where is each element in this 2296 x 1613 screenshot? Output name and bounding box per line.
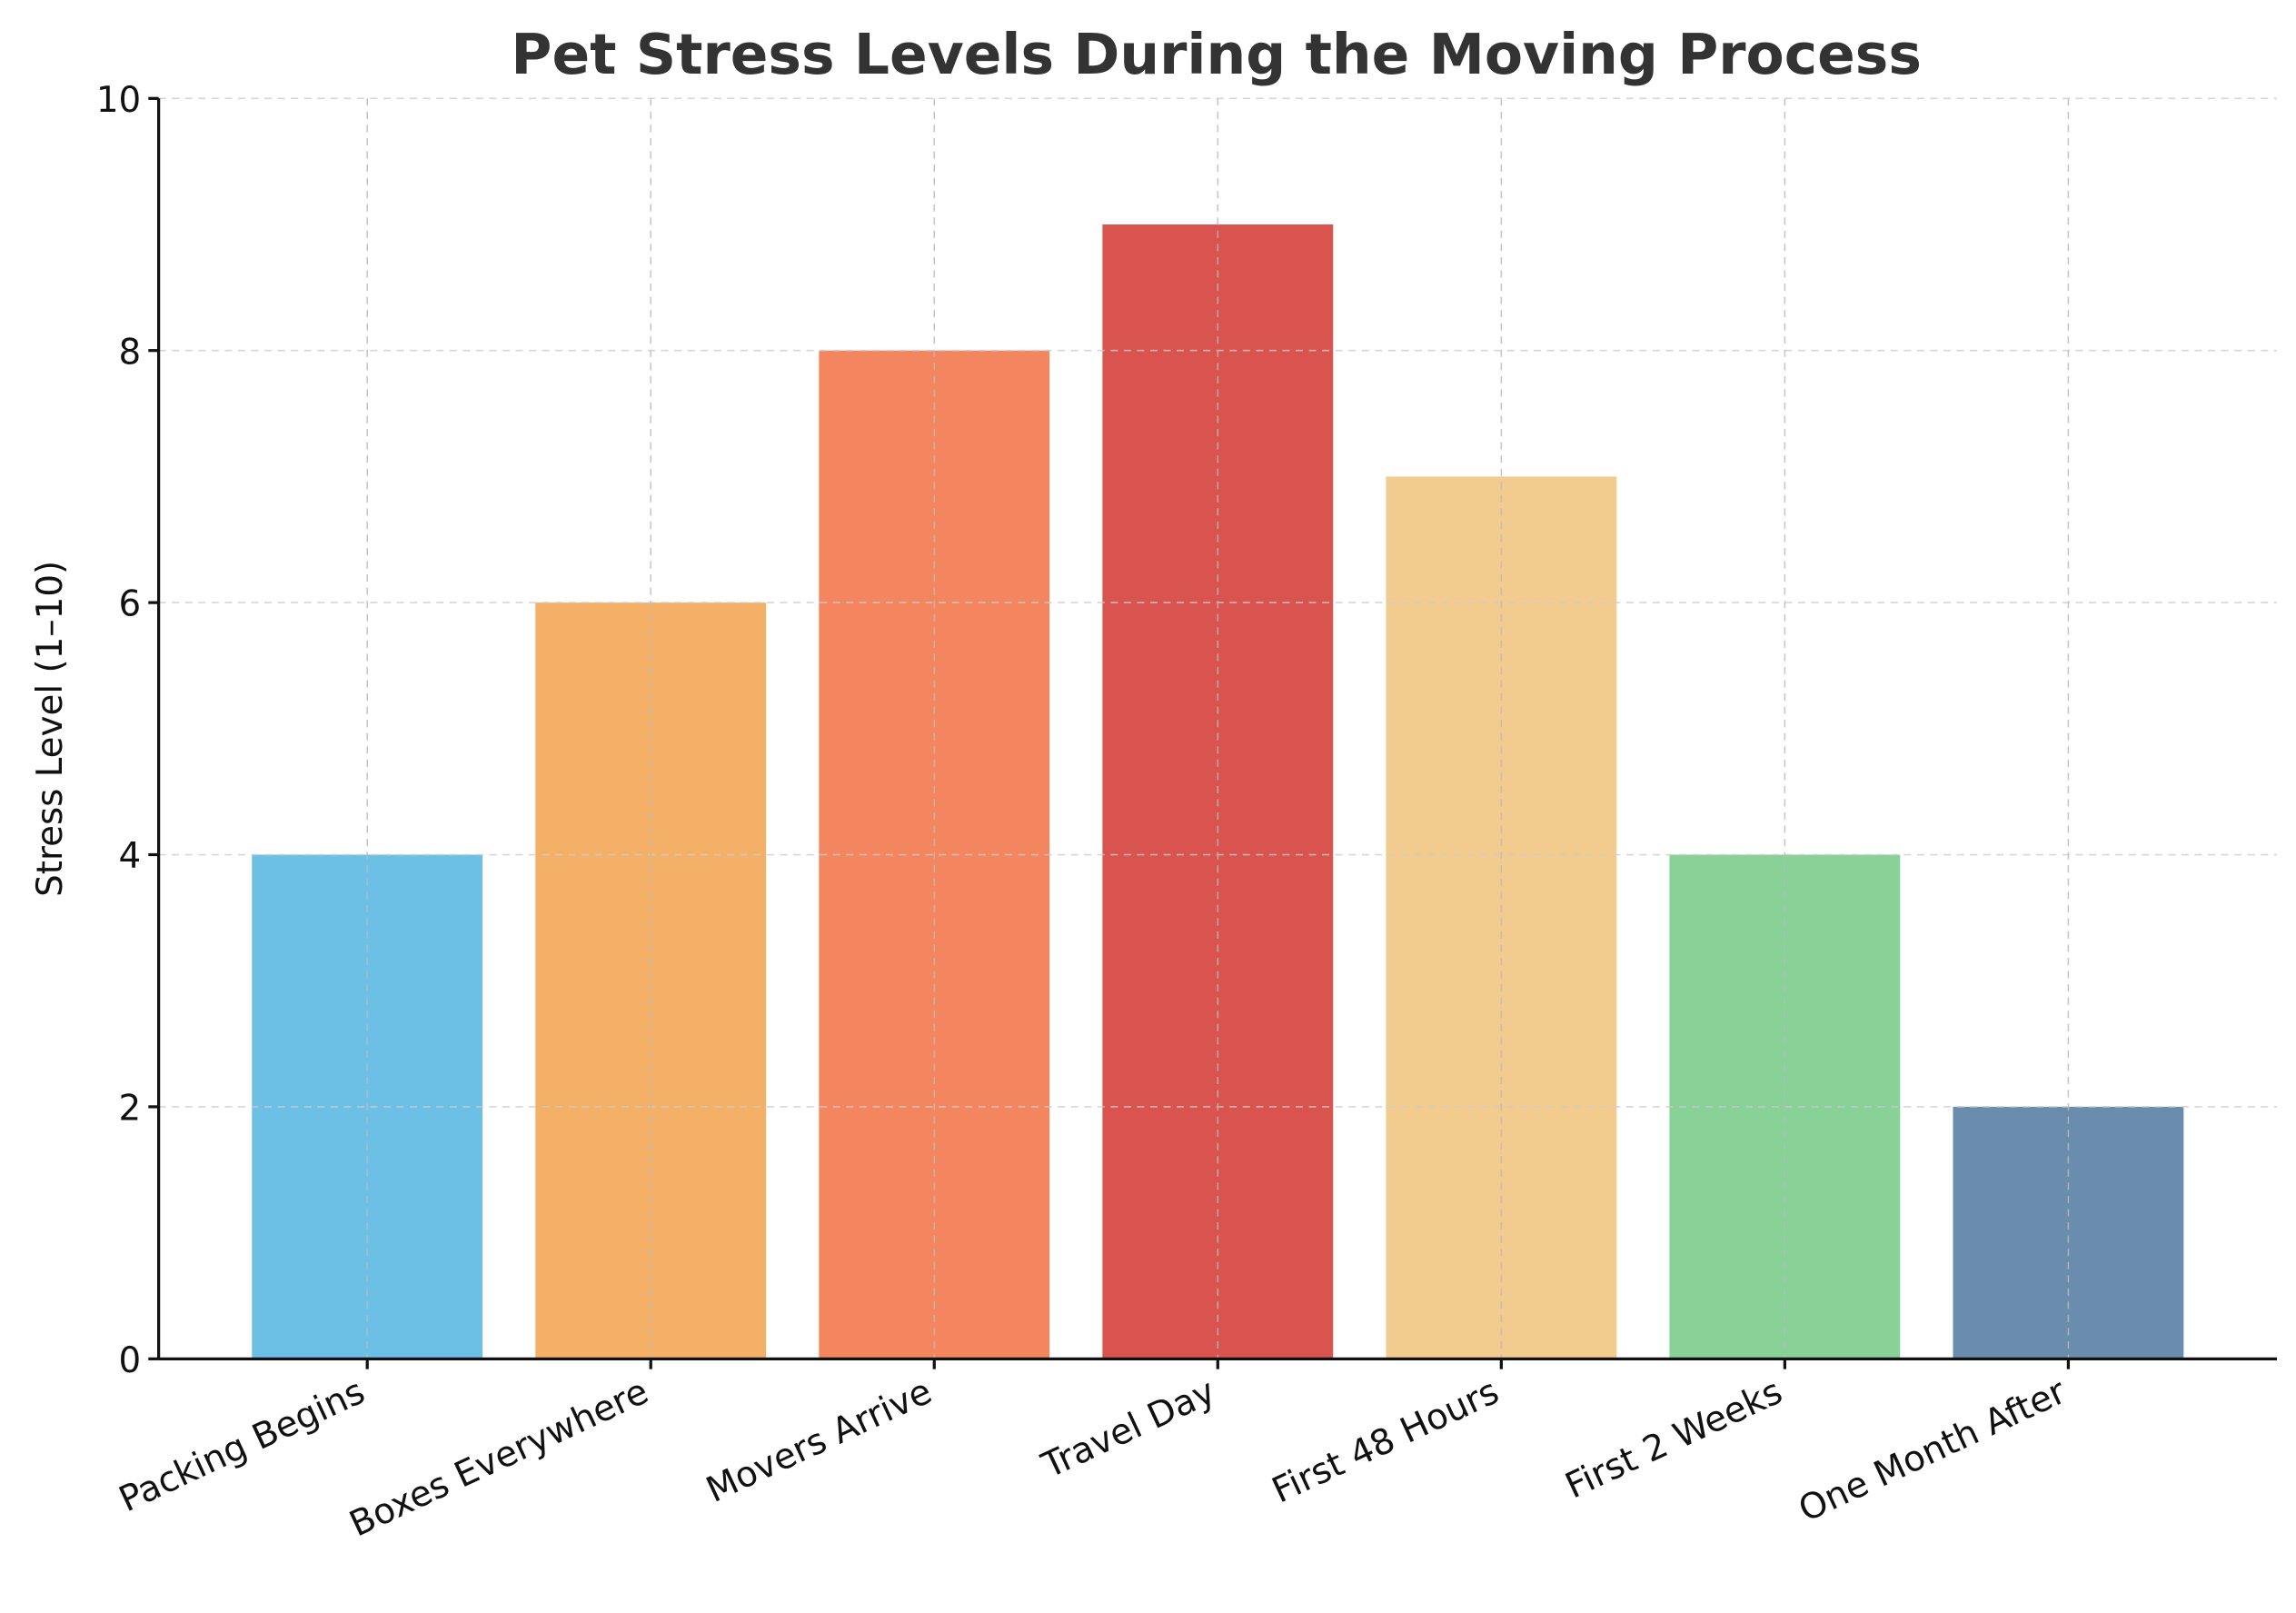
grid bbox=[158, 97, 2277, 1360]
x-tick-label: First 48 Hours bbox=[1266, 1371, 1505, 1512]
x-tick-label: Boxes Everywhere bbox=[343, 1371, 654, 1546]
x-tick-label: One Month After bbox=[1793, 1371, 2072, 1530]
y-tick-label: 10 bbox=[96, 80, 141, 121]
y-tick-label: 8 bbox=[119, 332, 142, 373]
y-tick-label: 6 bbox=[119, 584, 142, 625]
x-tick-label: Movers Arrive bbox=[701, 1371, 939, 1511]
bar bbox=[535, 602, 767, 1359]
x-tick-label: First 2 Weeks bbox=[1559, 1371, 1788, 1508]
x-tick-label: Travel Day bbox=[1035, 1371, 1221, 1488]
y-tick-label: 0 bbox=[119, 1340, 142, 1381]
x-tick-label: Packing Begins bbox=[114, 1371, 372, 1520]
axes bbox=[156, 98, 2277, 1360]
y-tick-label: 2 bbox=[119, 1088, 142, 1129]
y-axis-label: Stress Level (1–10) bbox=[30, 561, 71, 897]
chart-title: Pet Stress Levels During the Moving Proc… bbox=[511, 23, 1921, 87]
y-ticks: 0 2 4 6 8 10 bbox=[96, 80, 159, 1381]
y-tick-label: 4 bbox=[119, 836, 142, 877]
